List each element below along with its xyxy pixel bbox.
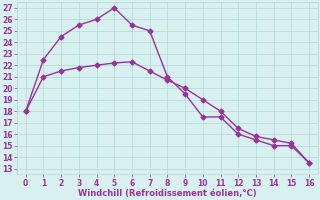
X-axis label: Windchill (Refroidissement éolien,°C): Windchill (Refroidissement éolien,°C) <box>78 189 257 198</box>
